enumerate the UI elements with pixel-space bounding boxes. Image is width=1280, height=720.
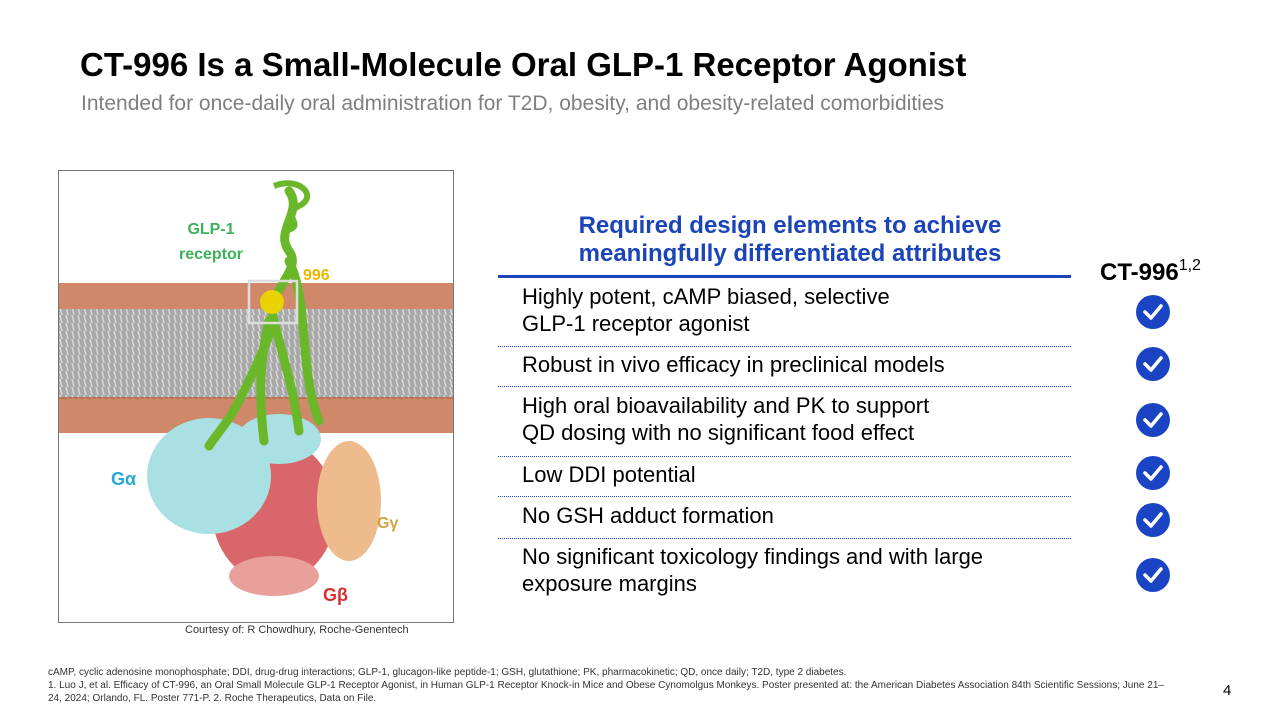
table-heading: Required design elements to achieve mean…	[578, 212, 1002, 267]
protein-illustration	[59, 180, 453, 596]
receptor-ecd	[272, 180, 310, 234]
g-gamma-label: Gγ	[377, 515, 399, 532]
receptor-label: GLP-1 receptor	[178, 221, 244, 263]
check-svg	[1136, 295, 1170, 329]
table-row: No significant toxicology findings and w…	[522, 543, 983, 597]
row-text: Highly potent, cAMP biased, selective	[522, 284, 890, 309]
check-svg	[1136, 456, 1170, 490]
footnote: cAMP, cyclic adenosine monophosphate; DD…	[48, 667, 847, 678]
column-superscript: 1,2	[1178, 257, 1201, 274]
subtitle: Intended for once-daily oral administrat…	[81, 92, 944, 115]
check-icon	[1136, 295, 1170, 329]
row-text: Robust in vivo efficacy in preclinical m…	[522, 352, 945, 377]
row-text: No GSH adduct formation	[522, 503, 774, 528]
compound	[260, 290, 284, 314]
check-svg	[1136, 403, 1170, 437]
check-icon	[1136, 456, 1170, 490]
heading-rule	[498, 275, 1071, 278]
check-icon	[1136, 347, 1170, 381]
figure-credit: Courtesy of: R Chowdhury, Roche-Genentec…	[185, 624, 409, 636]
table-row: High oral bioavailability and PK to supp…	[522, 392, 929, 446]
check-svg	[1136, 503, 1170, 537]
page-number: 4	[1223, 682, 1232, 699]
row-text: No significant toxicology findings and w…	[522, 544, 984, 569]
row-divider	[498, 456, 1071, 457]
compound-label: 996	[303, 267, 330, 284]
table-row: Low DDI potential	[522, 461, 696, 488]
row-divider	[498, 538, 1071, 539]
title: CT-996 Is a Small-Molecule Oral GLP-1 Re…	[80, 46, 967, 83]
glp1-receptor	[204, 186, 324, 451]
column-name: CT-996	[1100, 259, 1179, 286]
check-svg	[1136, 347, 1170, 381]
row-text: Low DDI potential	[522, 462, 696, 487]
membrane-head-top	[59, 283, 453, 311]
row-text: QD dosing with no significant food effec…	[522, 420, 915, 445]
g-alpha-label: Gα	[111, 469, 137, 489]
check-icon	[1136, 403, 1170, 437]
row-text: exposure margins	[522, 571, 697, 596]
table-row: No GSH adduct formation	[522, 502, 774, 529]
row-text: GLP-1 receptor agonist	[522, 311, 750, 336]
row-divider	[498, 496, 1071, 497]
g-beta-label: Gβ	[323, 585, 348, 605]
row-text: High oral bioavailability and PK to supp…	[522, 393, 930, 418]
figure: GLP-1 receptor 996 Gα Gγ Gβ	[58, 170, 454, 623]
check-icon	[1136, 558, 1170, 592]
table-row: Highly potent, cAMP biased, selective GLP…	[522, 283, 890, 337]
binding-site-box	[247, 279, 299, 325]
check-icon	[1136, 503, 1170, 537]
check-svg	[1136, 558, 1170, 592]
footnote: 1. Luo J, et al. Efficacy of CT-996, an …	[48, 680, 1164, 704]
row-divider	[498, 386, 1071, 387]
table-row: Robust in vivo efficacy in preclinical m…	[522, 351, 945, 378]
g-gamma	[317, 441, 381, 561]
column-header: CT-9961,2	[1100, 257, 1201, 287]
row-divider	[498, 346, 1071, 347]
